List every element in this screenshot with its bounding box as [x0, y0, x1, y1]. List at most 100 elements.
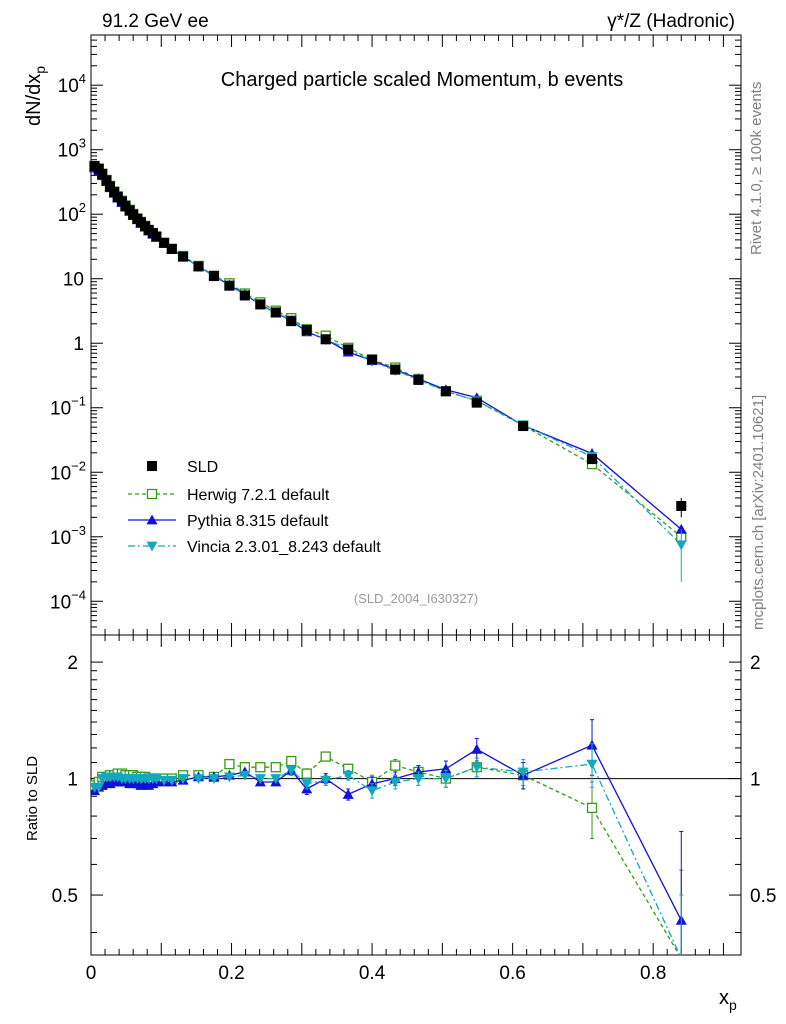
- ratio-point-2: [285, 765, 297, 776]
- ratio-point-1: [342, 788, 354, 799]
- ratio-point-0: [390, 760, 401, 771]
- sld-point: [367, 354, 378, 365]
- sld-point: [151, 231, 162, 242]
- x-tick-label: 0.8: [640, 963, 666, 984]
- ratio-point-0: [270, 762, 281, 773]
- y-tick-label-base: 10: [50, 528, 71, 549]
- legend-label-1: Herwig 7.2.1 default: [187, 487, 330, 504]
- sld-point: [166, 243, 177, 254]
- legend-marker-1: [146, 488, 158, 500]
- main-ylabel: dN/dxp: [23, 66, 48, 126]
- ratio-point-1: [471, 743, 483, 754]
- sld-point: [390, 364, 401, 375]
- main-series-layer: [89, 160, 687, 582]
- series-line-3: [94, 166, 682, 546]
- ratio-y-tick-label-right: 0.5: [750, 886, 776, 907]
- series-line-1: [94, 166, 682, 538]
- ratio-point-2: [177, 774, 189, 785]
- sld-point: [440, 386, 451, 397]
- ratio-point-0: [301, 768, 312, 779]
- series-line-2: [94, 167, 682, 530]
- ratio-y-tick-label: 1: [67, 770, 78, 791]
- ratio-point-2: [223, 772, 235, 783]
- sld-point: [255, 299, 266, 310]
- sld-point: [301, 325, 312, 336]
- y-tick-label: 103: [58, 136, 86, 162]
- ratio-point-2: [586, 759, 598, 770]
- process-label: γ*/Z (Hadronic): [607, 11, 735, 32]
- ratio-series-group-1: [91, 719, 687, 955]
- ratio-series-group-2: [91, 743, 684, 955]
- sld-point: [343, 344, 354, 355]
- y-tick-label-exp: −4: [71, 587, 86, 602]
- series-point-2: [675, 523, 687, 534]
- legend: SLD Herwig 7.2.1 default Pythia 8.315 defa…: [128, 459, 381, 556]
- ratio-point-2: [412, 774, 424, 785]
- ratio-point-0: [255, 762, 266, 773]
- ratio-point-2: [342, 770, 354, 781]
- ratio-point-2: [440, 774, 452, 785]
- ratio-point-0: [286, 755, 297, 767]
- y-tick-label-base: 1: [73, 334, 84, 355]
- ratio-point-2: [366, 786, 378, 797]
- x-tick-label: 0.2: [218, 963, 244, 984]
- ratio-point-2: [471, 762, 483, 773]
- legend-marker-3: [146, 541, 158, 552]
- y-tick-label: 1: [73, 334, 84, 355]
- y-tick-label-exp: −2: [71, 458, 86, 473]
- y-tick-label-exp: 3: [79, 136, 86, 151]
- y-tick-label-exp: 4: [79, 71, 86, 86]
- ratio-point-1: [440, 763, 452, 774]
- y-tick-label-base: 10: [50, 592, 71, 613]
- main-ylabel-sub: p: [32, 66, 48, 74]
- y-tick-label: 10−2: [50, 458, 86, 484]
- y-tick-label-base: 10: [50, 463, 71, 484]
- analysis-id: (SLD_2004_I630327): [354, 591, 478, 606]
- sld-point: [208, 271, 219, 282]
- sld-point: [587, 454, 598, 465]
- legend-marker-0: [147, 461, 157, 471]
- ratio-point-0: [320, 751, 331, 762]
- sld-point: [270, 307, 281, 318]
- ratio-line-2: [94, 763, 681, 955]
- y-tick-label-base: 10: [50, 399, 71, 420]
- sld-point: [193, 261, 204, 272]
- ratio-point-2: [270, 774, 282, 785]
- y-tick-label: 10−3: [50, 523, 86, 549]
- sld-point: [286, 316, 297, 327]
- energy-label: 91.2 GeV ee: [102, 11, 209, 32]
- y-tick-label-exp: −3: [71, 523, 86, 538]
- ratio-point-2: [254, 774, 266, 785]
- ratio-point-2: [301, 779, 313, 790]
- sld-point: [239, 290, 250, 301]
- ratio-plot-frame: [90, 634, 742, 956]
- y-tick-label-base: 10: [58, 141, 79, 162]
- sld-point: [224, 280, 235, 291]
- mcplots-label: mcplots.cern.ch [arXiv:2401.10621]: [750, 395, 767, 630]
- ratio-axis-ticks: 2 2 1 1 0.5 0.5 0 0.2 0.4 0.6 0.8: [52, 635, 776, 984]
- ratio-point-2: [208, 774, 220, 785]
- sld-point: [93, 163, 104, 174]
- ratio-y-tick-label: 2: [67, 653, 78, 674]
- legend-label-2: Pythia 8.315 default: [187, 513, 329, 530]
- chart-title: Charged particle scaled Momentum, b even…: [221, 69, 623, 91]
- ratio-point-2: [239, 770, 251, 781]
- ratio-point-1: [412, 766, 424, 777]
- x-tick-label: 0.4: [359, 963, 386, 984]
- ratio-ylabel: Ratio to SLD: [24, 756, 41, 841]
- sld-point: [104, 181, 115, 192]
- ratio-point-2: [93, 782, 105, 793]
- ratio-point-0: [224, 758, 235, 770]
- ratio-point-2: [389, 777, 401, 788]
- ratio-point-2: [517, 767, 529, 778]
- sld-point: [471, 397, 482, 408]
- ratio-point-2: [320, 775, 332, 786]
- y-tick-label-exp: −1: [71, 394, 86, 409]
- sld-point: [159, 237, 170, 248]
- y-tick-label-base: 10: [63, 270, 84, 291]
- x-tick-label: 0: [86, 963, 97, 984]
- rivet-label: Rivet 4.1.0, ≥ 100k events: [748, 82, 765, 255]
- ratio-point-2: [158, 775, 170, 786]
